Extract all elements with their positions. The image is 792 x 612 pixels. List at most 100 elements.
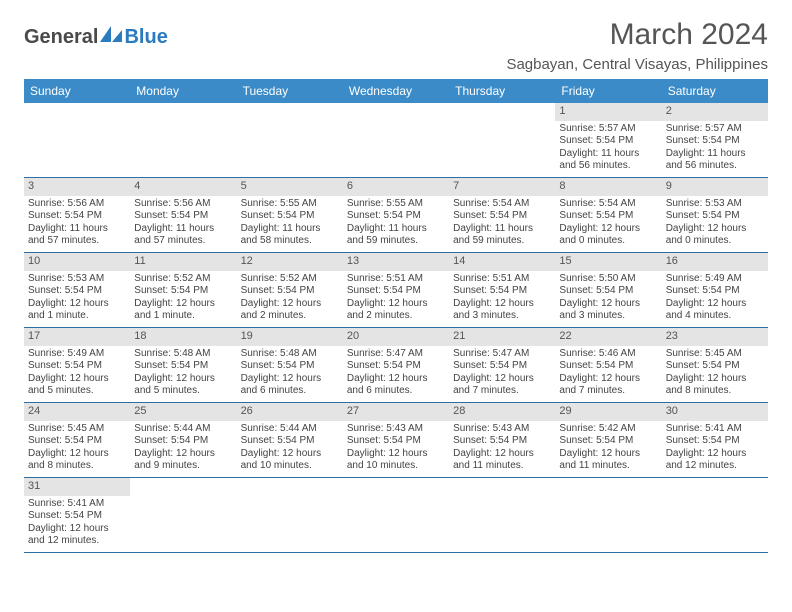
day-number: 14 xyxy=(449,253,555,271)
calendar-day-cell: 22 Sunrise: 5:46 AMSunset: 5:54 PMDayligh… xyxy=(555,328,661,403)
daylight-text: Daylight: 12 hours and 5 minutes. xyxy=(28,373,126,398)
daylight-text: Daylight: 12 hours and 9 minutes. xyxy=(134,448,232,473)
sunrise-text: Sunrise: 5:57 AM xyxy=(559,123,657,136)
day-number: 4 xyxy=(130,178,236,196)
calendar-table: SundayMondayTuesdayWednesdayThursdayFrid… xyxy=(24,79,768,553)
page: General Blue March 2024 Sagbayan, Centra… xyxy=(0,0,792,571)
calendar-day-cell: 4Sunrise: 5:56 AMSunset: 5:54 PMDaylight… xyxy=(130,178,236,253)
sunset-text: Sunset: 5:54 PM xyxy=(241,360,339,373)
sunrise-text: Sunrise: 5:44 AM xyxy=(134,423,232,436)
calendar-day-cell: 16Sunrise: 5:49 AMSunset: 5:54 PMDayligh… xyxy=(662,253,768,328)
day-number: 2 xyxy=(662,103,768,121)
weekday-header: Thursday xyxy=(449,79,555,103)
day-number: 30 xyxy=(662,403,768,421)
day-number: 21 xyxy=(449,328,555,346)
calendar-day-cell: 31Sunrise: 5:41 AMSunset: 5:54 PMDayligh… xyxy=(24,478,130,553)
day-number: 28 xyxy=(449,403,555,421)
calendar-empty-cell xyxy=(449,478,555,553)
calendar-day-cell: 20Sunrise: 5:47 AMSunset: 5:54 PMDayligh… xyxy=(343,328,449,403)
calendar-day-cell: 17Sunrise: 5:49 AMSunset: 5:54 PMDayligh… xyxy=(24,328,130,403)
day-number: 31 xyxy=(24,478,130,496)
calendar-row: 1Sunrise: 5:57 AMSunset: 5:54 PMDaylight… xyxy=(24,103,768,178)
daylight-text: Daylight: 12 hours and 8 minutes. xyxy=(666,373,764,398)
weekday-header: Sunday xyxy=(24,79,130,103)
sunrise-text: Sunrise: 5:52 AM xyxy=(241,273,339,286)
daylight-text: Daylight: 11 hours and 59 minutes. xyxy=(453,223,551,248)
day-number: 26 xyxy=(237,403,343,421)
sunrise-text: Sunrise: 5:56 AM xyxy=(28,198,126,211)
sunrise-text: Sunrise: 5:54 AM xyxy=(559,198,657,211)
sunrise-text: Sunrise: 5:41 AM xyxy=(28,498,126,511)
daylight-text: Daylight: 12 hours and 12 minutes. xyxy=(666,448,764,473)
calendar-row: 10Sunrise: 5:53 AMSunset: 5:54 PMDayligh… xyxy=(24,253,768,328)
sunrise-text: Sunrise: 5:43 AM xyxy=(347,423,445,436)
sunset-text: Sunset: 5:54 PM xyxy=(347,360,445,373)
calendar-day-cell: 14Sunrise: 5:51 AMSunset: 5:54 PMDayligh… xyxy=(449,253,555,328)
sunset-text: Sunset: 5:54 PM xyxy=(559,360,657,373)
day-number: 25 xyxy=(130,403,236,421)
sunrise-text: Sunrise: 5:49 AM xyxy=(28,348,126,361)
sunset-text: Sunset: 5:54 PM xyxy=(347,435,445,448)
weekday-header: Friday xyxy=(555,79,661,103)
daylight-text: Daylight: 12 hours and 3 minutes. xyxy=(559,298,657,323)
sunrise-text: Sunrise: 5:46 AM xyxy=(559,348,657,361)
sunset-text: Sunset: 5:54 PM xyxy=(241,285,339,298)
day-number: 22 xyxy=(555,328,661,346)
sunset-text: Sunset: 5:54 PM xyxy=(241,210,339,223)
title-block: March 2024 Sagbayan, Central Visayas, Ph… xyxy=(506,18,768,73)
weekday-header: Wednesday xyxy=(343,79,449,103)
sunset-text: Sunset: 5:54 PM xyxy=(559,210,657,223)
day-number: 27 xyxy=(343,403,449,421)
calendar-day-cell: 11Sunrise: 5:52 AMSunset: 5:54 PMDayligh… xyxy=(130,253,236,328)
day-number: 16 xyxy=(662,253,768,271)
sunrise-text: Sunrise: 5:45 AM xyxy=(666,348,764,361)
daylight-text: Daylight: 11 hours and 59 minutes. xyxy=(347,223,445,248)
day-number: 6 xyxy=(343,178,449,196)
daylight-text: Daylight: 12 hours and 6 minutes. xyxy=(241,373,339,398)
daylight-text: Daylight: 12 hours and 5 minutes. xyxy=(134,373,232,398)
calendar-empty-cell xyxy=(130,478,236,553)
sunrise-text: Sunrise: 5:44 AM xyxy=(241,423,339,436)
daylight-text: Daylight: 12 hours and 10 minutes. xyxy=(241,448,339,473)
calendar-empty-cell xyxy=(343,478,449,553)
day-number: 1 xyxy=(555,103,661,121)
daylight-text: Daylight: 12 hours and 3 minutes. xyxy=(453,298,551,323)
day-number: 23 xyxy=(662,328,768,346)
calendar-empty-cell xyxy=(237,103,343,178)
sunrise-text: Sunrise: 5:47 AM xyxy=(347,348,445,361)
header: General Blue March 2024 Sagbayan, Centra… xyxy=(24,18,768,73)
sunrise-text: Sunrise: 5:55 AM xyxy=(241,198,339,211)
calendar-row: 3Sunrise: 5:56 AMSunset: 5:54 PMDaylight… xyxy=(24,178,768,253)
daylight-text: Daylight: 12 hours and 7 minutes. xyxy=(559,373,657,398)
sunrise-text: Sunrise: 5:47 AM xyxy=(453,348,551,361)
sunrise-text: Sunrise: 5:48 AM xyxy=(134,348,232,361)
calendar-day-cell: 3Sunrise: 5:56 AMSunset: 5:54 PMDaylight… xyxy=(24,178,130,253)
day-number: 8 xyxy=(555,178,661,196)
sunset-text: Sunset: 5:54 PM xyxy=(453,360,551,373)
calendar-empty-cell xyxy=(237,478,343,553)
sunrise-text: Sunrise: 5:49 AM xyxy=(666,273,764,286)
sunrise-text: Sunrise: 5:53 AM xyxy=(666,198,764,211)
sunrise-text: Sunrise: 5:57 AM xyxy=(666,123,764,136)
calendar-day-cell: 27Sunrise: 5:43 AMSunset: 5:54 PMDayligh… xyxy=(343,403,449,478)
day-number: 3 xyxy=(24,178,130,196)
sunrise-text: Sunrise: 5:54 AM xyxy=(453,198,551,211)
sunset-text: Sunset: 5:54 PM xyxy=(453,435,551,448)
day-number: 7 xyxy=(449,178,555,196)
calendar-day-cell: 19Sunrise: 5:48 AMSunset: 5:54 PMDayligh… xyxy=(237,328,343,403)
daylight-text: Daylight: 12 hours and 11 minutes. xyxy=(453,448,551,473)
calendar-body: 1Sunrise: 5:57 AMSunset: 5:54 PMDaylight… xyxy=(24,103,768,553)
calendar-header-row: SundayMondayTuesdayWednesdayThursdayFrid… xyxy=(24,79,768,103)
day-number: 5 xyxy=(237,178,343,196)
sunrise-text: Sunrise: 5:51 AM xyxy=(453,273,551,286)
weekday-header: Tuesday xyxy=(237,79,343,103)
sunset-text: Sunset: 5:54 PM xyxy=(347,210,445,223)
day-number: 15 xyxy=(555,253,661,271)
calendar-empty-cell xyxy=(662,478,768,553)
day-number: 29 xyxy=(555,403,661,421)
calendar-day-cell: 13Sunrise: 5:51 AMSunset: 5:54 PMDayligh… xyxy=(343,253,449,328)
daylight-text: Daylight: 12 hours and 2 minutes. xyxy=(347,298,445,323)
calendar-day-cell: 5Sunrise: 5:55 AMSunset: 5:54 PMDaylight… xyxy=(237,178,343,253)
calendar-empty-cell xyxy=(343,103,449,178)
sunset-text: Sunset: 5:54 PM xyxy=(559,285,657,298)
